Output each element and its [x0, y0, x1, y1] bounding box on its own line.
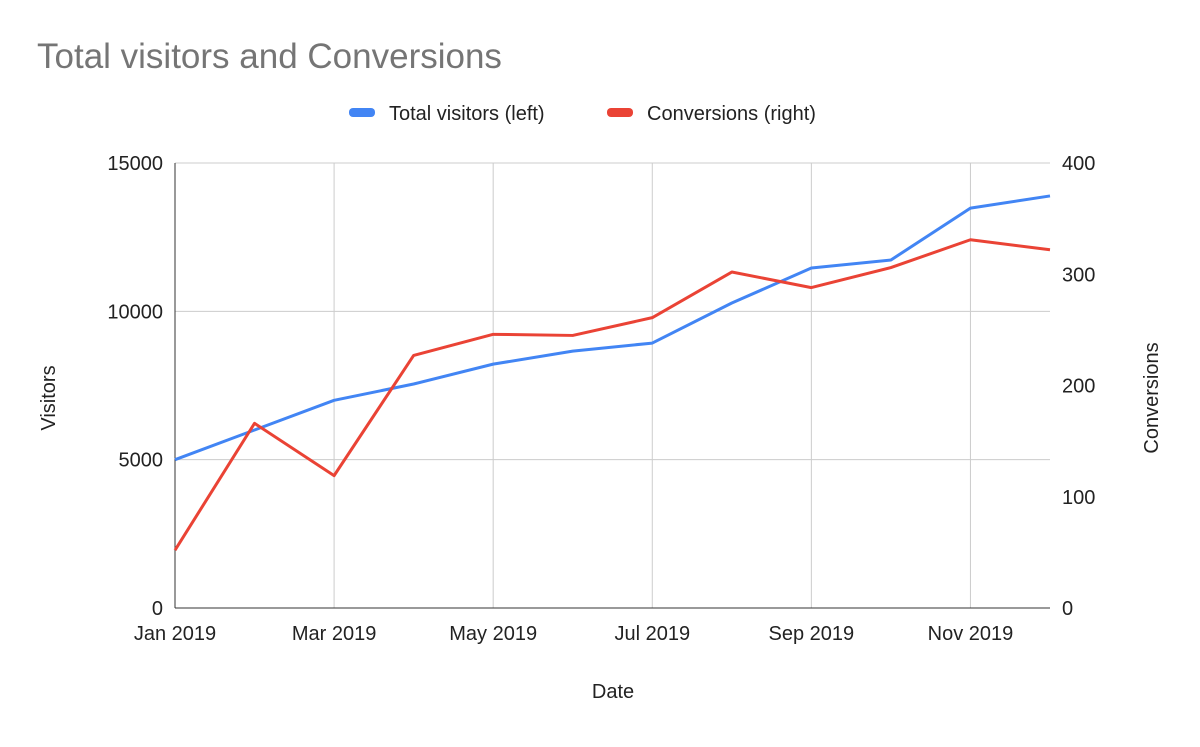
- chart-title: Total visitors and Conversions: [37, 37, 502, 76]
- legend-label: Total visitors (left): [389, 103, 545, 125]
- y-tick-label-right: 300: [1062, 264, 1095, 286]
- legend-swatch: [607, 108, 633, 117]
- legend: Total visitors (left) Conversions (right): [349, 103, 816, 125]
- y-tick-label-left: 5000: [119, 450, 164, 472]
- axes: 0 5000 10000 15000 0 100 200 300 400 Jan 2019 Mar …: [107, 153, 1095, 645]
- legend-item: Conversions (right): [607, 103, 816, 125]
- legend-label: Conversions (right): [647, 103, 816, 125]
- y-axis-label-left: Visitors: [38, 365, 60, 430]
- x-tick-label: Mar 2019: [292, 623, 377, 645]
- series-lines: [173, 194, 1051, 551]
- x-tick-label: Nov 2019: [928, 623, 1014, 645]
- y-tick-label-right: 200: [1062, 376, 1095, 398]
- y-tick-label-right: 100: [1062, 487, 1095, 509]
- y-tick-label-left: 0: [152, 598, 163, 620]
- gridlines: [175, 162, 1050, 608]
- y-tick-label-right: 0: [1062, 598, 1073, 620]
- series-line-right: [173, 238, 1051, 551]
- y-axis-label-right: Conversions: [1141, 342, 1163, 453]
- y-tick-label-left: 10000: [107, 301, 163, 323]
- y-tick-label-left: 15000: [107, 153, 163, 175]
- legend-swatch: [349, 108, 375, 117]
- x-tick-label: Jul 2019: [614, 623, 690, 645]
- legend-item: Total visitors (left): [349, 103, 545, 125]
- x-tick-label: Jan 2019: [134, 623, 216, 645]
- x-tick-label: May 2019: [449, 623, 537, 645]
- y-tick-label-right: 400: [1062, 153, 1095, 175]
- x-axis-label: Date: [592, 681, 634, 703]
- series-line-left: [174, 194, 1051, 462]
- x-tick-label: Sep 2019: [769, 623, 855, 645]
